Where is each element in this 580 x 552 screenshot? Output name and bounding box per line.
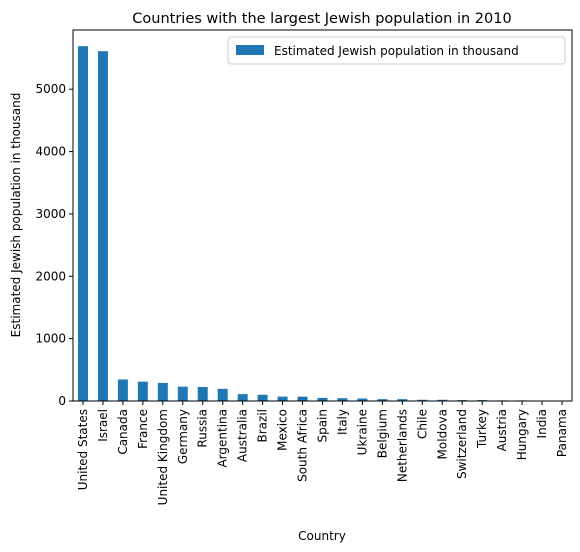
x-tick-label: United Kingdom — [156, 409, 170, 505]
x-tick-label: Switzerland — [455, 409, 469, 479]
x-tick-label: Belgium — [375, 409, 389, 458]
bar-australia — [237, 394, 248, 401]
bar-italy — [337, 398, 348, 401]
legend: Estimated Jewish population in thousand — [227, 36, 566, 65]
y-tick-label: 4000 — [35, 145, 66, 159]
x-tick-label: Hungary — [515, 409, 529, 460]
y-tick-label: 5000 — [35, 82, 66, 96]
bar-canada — [117, 379, 128, 401]
x-tick-label: Brazil — [256, 409, 270, 443]
y-axis: 0 1000 2000 3000 4000 5000 — [35, 82, 73, 408]
chart-title: Countries with the largest Jewish popula… — [132, 11, 511, 27]
bar-spain — [317, 397, 328, 401]
x-tick-label: France — [136, 409, 150, 449]
x-tick-label: Canada — [116, 409, 130, 455]
x-tick-label: South Africa — [296, 409, 310, 482]
bar-mexico — [277, 396, 288, 401]
x-tick-label: Turkey — [475, 409, 489, 449]
bar-ukraine — [357, 398, 368, 401]
x-tick-label: Austria — [495, 409, 509, 451]
bar-france — [137, 381, 148, 401]
y-tick-label: 3000 — [35, 207, 66, 221]
bar-germany — [177, 386, 188, 401]
legend-swatch — [236, 45, 264, 55]
legend-frame — [227, 36, 566, 65]
plot-area-frame — [72, 29, 573, 402]
x-tick-label: Netherlands — [395, 409, 409, 482]
x-tick-label: Mexico — [276, 409, 290, 451]
bar-belgium — [377, 399, 388, 401]
bar-united-kingdom — [157, 382, 168, 401]
x-tick-label: Israel — [96, 409, 110, 442]
x-tick-label: Chile — [415, 409, 429, 439]
y-axis-label: Estimated Jewish population in thousand — [9, 93, 23, 338]
bar-israel — [97, 51, 108, 401]
x-tick-label: Ukraine — [355, 409, 369, 455]
x-tick-label: India — [535, 409, 549, 438]
y-tick-label: 0 — [58, 394, 66, 408]
bar-russia — [197, 386, 208, 401]
y-tick-label: 1000 — [35, 332, 66, 346]
bar-brazil — [257, 394, 268, 401]
x-tick-label: Spain — [316, 409, 330, 443]
x-tick-label: Australia — [236, 409, 250, 462]
x-tick-label: United States — [76, 409, 90, 490]
bar-netherlands — [397, 399, 408, 401]
bar-united-states — [77, 46, 88, 402]
x-tick-label: Italy — [335, 409, 349, 435]
x-axis: United States Israel Canada France United Ki… — [76, 401, 569, 505]
x-tick-label: Germany — [176, 409, 190, 464]
x-tick-label: Argentina — [216, 409, 230, 468]
bar-argentina — [217, 388, 228, 401]
x-tick-label: Moldova — [435, 409, 449, 459]
legend-entry-label: Estimated Jewish population in thousand — [274, 44, 519, 58]
bar-chile — [417, 399, 428, 401]
x-tick-label: Panama — [555, 409, 569, 457]
bar-south-africa — [297, 396, 308, 401]
y-tick-label: 2000 — [35, 269, 66, 283]
x-axis-label: Country — [298, 529, 346, 543]
bar-moldova — [437, 399, 448, 401]
x-tick-label: Russia — [196, 409, 210, 448]
bars-group — [77, 46, 568, 402]
